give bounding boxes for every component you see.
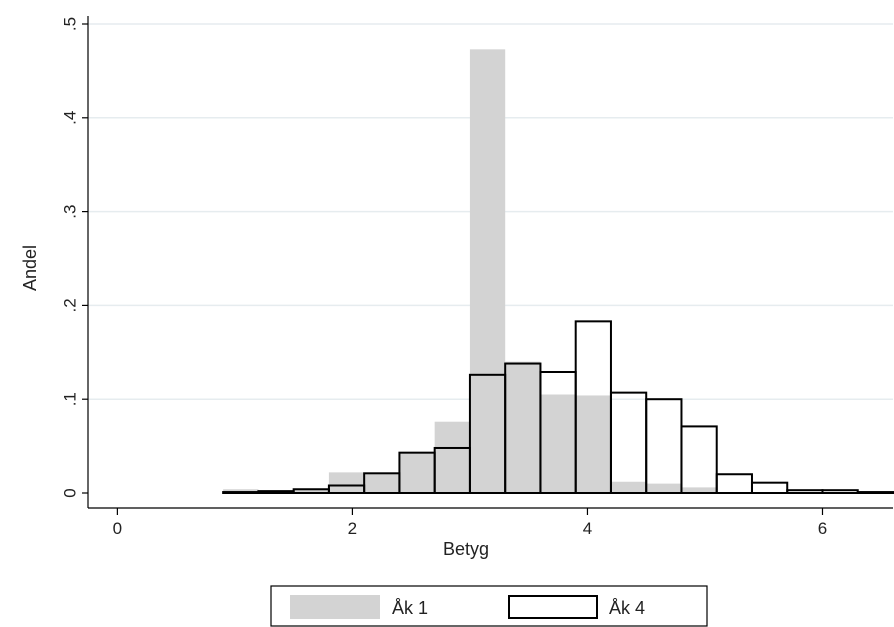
y-tick-label-2: .2 bbox=[61, 298, 80, 312]
x-tick-label-2: 4 bbox=[583, 519, 592, 538]
legend-label-aak4: Åk 4 bbox=[609, 598, 645, 618]
y-tick-label-5: .5 bbox=[61, 17, 80, 31]
bar-aak1-4 bbox=[364, 473, 400, 493]
bar-aak1-11 bbox=[610, 481, 647, 493]
x-tick-label-3: 6 bbox=[818, 519, 827, 538]
legend-swatch-aak1 bbox=[290, 595, 380, 619]
y-axis-title: Andel bbox=[20, 245, 40, 291]
y-tick-label-4: .4 bbox=[61, 111, 80, 125]
legend-label-aak1: Åk 1 bbox=[392, 598, 428, 618]
bar-aak1-10 bbox=[575, 395, 611, 493]
bar-aak1-2 bbox=[293, 489, 329, 493]
legend-swatch-aak4 bbox=[508, 595, 598, 619]
bar-aak1-9 bbox=[540, 394, 576, 493]
bar-aak4-1 bbox=[257, 490, 295, 494]
x-tick-label-0: 0 bbox=[113, 519, 122, 538]
bar-aak1-8 bbox=[505, 361, 541, 493]
bar-aak4-0 bbox=[222, 491, 260, 495]
bar-aak1-13 bbox=[681, 487, 717, 493]
y-tick-label-0: 0 bbox=[61, 488, 80, 497]
bar-aak1-12 bbox=[646, 483, 682, 493]
x-axis-title: Betyg bbox=[443, 539, 489, 559]
bar-aak1-7 bbox=[469, 49, 506, 494]
bar-aak4-18 bbox=[856, 491, 894, 495]
x-tick-label-1: 2 bbox=[348, 519, 357, 538]
y-tick-label-1: .1 bbox=[61, 392, 80, 406]
bar-aak4-15 bbox=[750, 481, 789, 495]
bar-aak1-6 bbox=[434, 421, 470, 493]
bar-aak1-5 bbox=[399, 452, 435, 493]
bar-aak4-13 bbox=[680, 425, 718, 495]
y-tick-label-3: .3 bbox=[61, 205, 80, 219]
bar-aak1-3 bbox=[328, 472, 365, 493]
